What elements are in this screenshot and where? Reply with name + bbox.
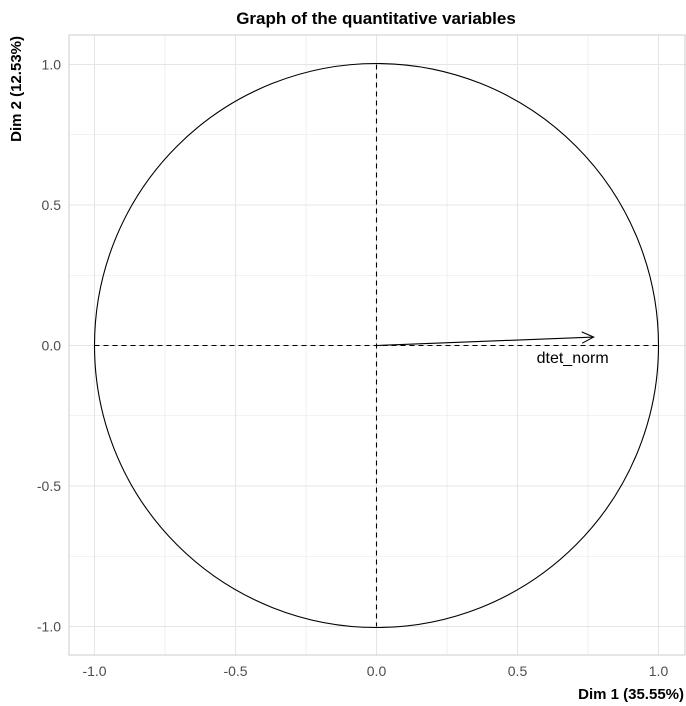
y-axis-title: Dim 2 (12.53%) — [8, 36, 25, 142]
panel-border — [68, 34, 686, 656]
y-tick-label: -1.0 — [37, 619, 61, 635]
variable-arrowhead — [581, 331, 595, 344]
x-axis-title: Dim 1 (35.55%) — [578, 686, 684, 703]
chart-title: Graph of the quantitative variables — [236, 9, 516, 28]
x-tick-label: -0.5 — [223, 663, 247, 679]
variable-arrows: dtet_norm — [376, 331, 609, 367]
y-tick-labels: -1.0 -0.5 0.0 0.5 1.0 — [37, 57, 61, 635]
y-tick-label: 0.0 — [42, 338, 62, 354]
x-tick-label: -1.0 — [82, 663, 106, 679]
x-tick-label: 0.0 — [367, 663, 387, 679]
correlation-circle — [93, 62, 660, 629]
x-tick-label: 0.5 — [508, 663, 528, 679]
y-tick-label: 1.0 — [42, 57, 62, 73]
y-tick-label: 0.5 — [42, 197, 62, 213]
x-tick-labels: -1.0 -0.5 0.0 0.5 1.0 — [82, 663, 668, 679]
x-tick-label: 1.0 — [649, 663, 669, 679]
y-tick-label: -0.5 — [37, 478, 61, 494]
variable-arrow — [376, 336, 594, 347]
variable-label: dtet_norm — [537, 350, 609, 367]
